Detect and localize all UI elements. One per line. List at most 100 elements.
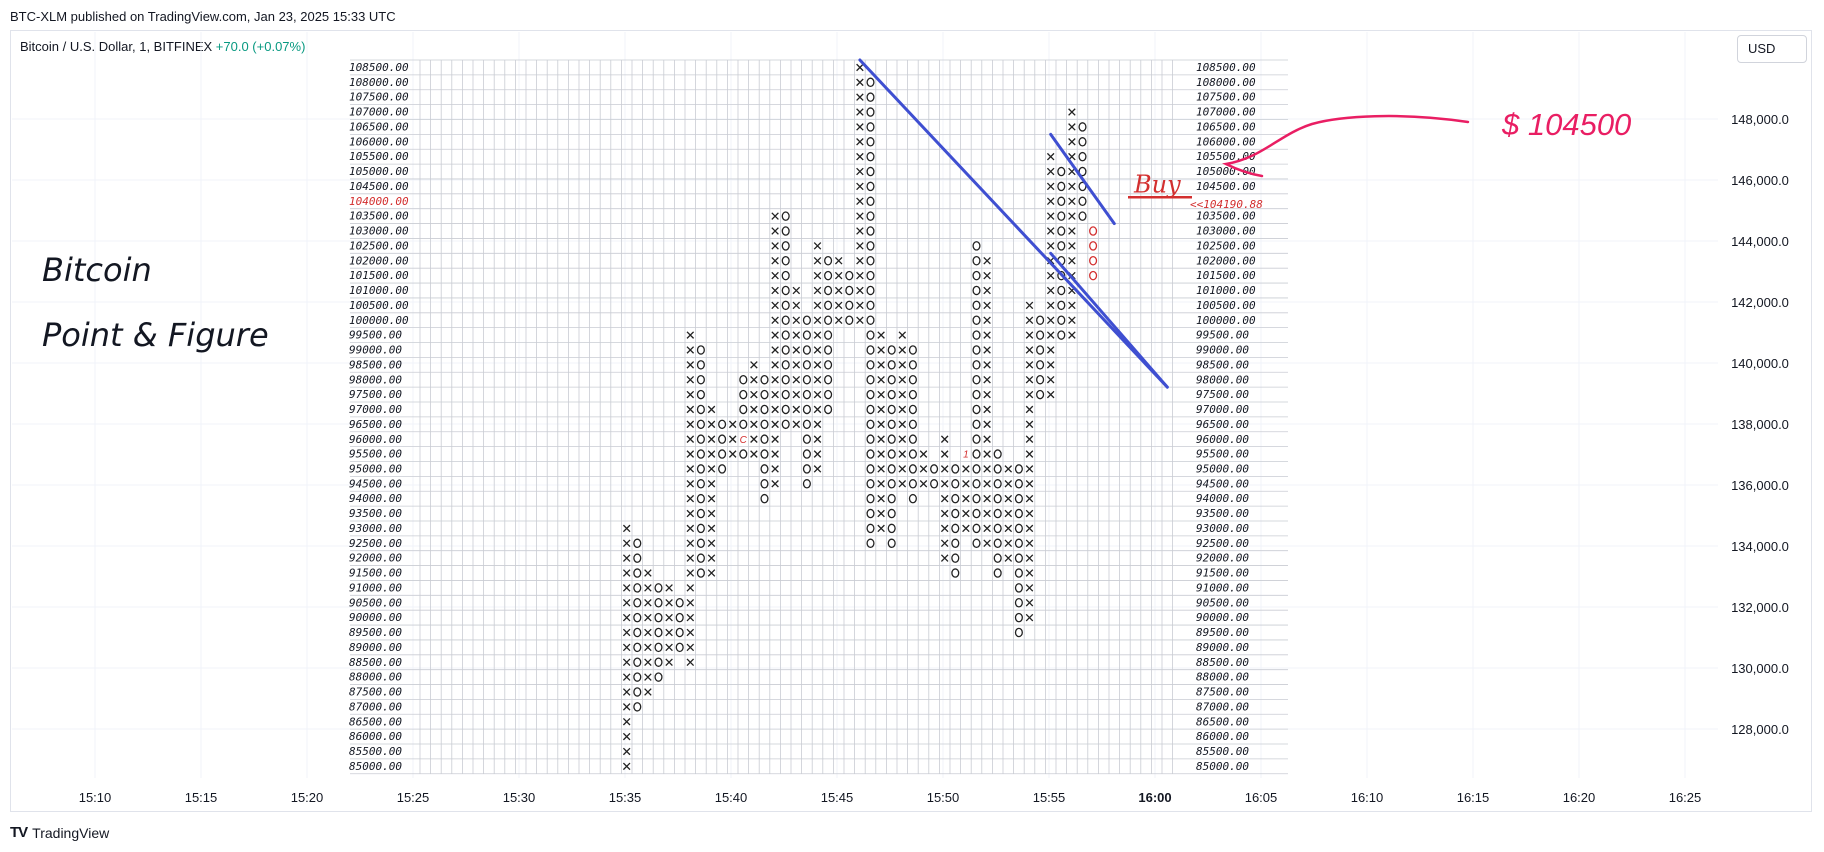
x-box: [771, 480, 779, 488]
box-label-left: 86000.00: [349, 730, 402, 743]
o-box: [760, 434, 769, 444]
o-box: [993, 493, 1002, 504]
x-box: [771, 361, 779, 369]
x-box: [940, 554, 949, 562]
time-tick: 15:15: [185, 790, 218, 805]
o-box: [802, 479, 811, 489]
box-label-right: 86500.00: [1196, 715, 1249, 728]
o-box: [972, 419, 981, 430]
o-box: [845, 285, 854, 296]
x-box: [856, 63, 864, 72]
o-box: [824, 404, 833, 415]
o-box: [739, 374, 748, 385]
o-box: [866, 270, 875, 281]
time-tick: 15:35: [609, 790, 642, 805]
x-box: [983, 316, 991, 324]
x-box: [962, 480, 970, 488]
o-box: [972, 315, 981, 325]
x-box: [898, 375, 907, 384]
x-box: [622, 554, 631, 562]
box-label-left: 85000.00: [349, 760, 402, 773]
time-tick: 16:15: [1457, 790, 1490, 805]
o-box: [972, 241, 981, 251]
o-box: [802, 345, 811, 355]
x-box: [792, 331, 801, 339]
x-box: [686, 346, 695, 354]
price-tick: 144,000.0: [1731, 234, 1789, 249]
o-box: [887, 360, 896, 370]
x-box: [771, 346, 779, 354]
x-box: [1025, 465, 1034, 473]
box-label-right: 94000.00: [1196, 492, 1249, 505]
x-box: [771, 242, 779, 250]
x-box: [813, 405, 822, 414]
x-box: [686, 598, 695, 607]
x-box: [940, 524, 949, 533]
x-box: [750, 390, 758, 399]
x-box: [686, 331, 695, 339]
price-tick: 134,000.0: [1731, 539, 1789, 554]
o-box: [866, 345, 875, 355]
x-box: [856, 256, 864, 265]
x-box: [1046, 227, 1055, 235]
box-label-left: 90000.00: [349, 611, 402, 624]
tradingview-brand[interactable]: TV TradingView: [10, 824, 109, 841]
x-box: [771, 227, 779, 235]
o-box: [633, 568, 642, 578]
x-box: [813, 435, 822, 443]
box-label-right: 96000.00: [1196, 433, 1249, 446]
o-box: [951, 508, 960, 519]
o-box: [845, 270, 854, 281]
x-box: [1046, 301, 1055, 310]
o-box: [908, 419, 917, 430]
x-box: [686, 435, 695, 443]
x-box: [856, 197, 864, 206]
x-box: [707, 569, 716, 577]
o-box: [887, 493, 896, 504]
o-box: [993, 523, 1002, 534]
box-label-left: 97500.00: [349, 388, 402, 401]
x-box: [856, 78, 864, 87]
o-box: [696, 449, 705, 459]
box-label-right: 98000.00: [1196, 373, 1249, 386]
o-box: [633, 702, 642, 712]
o-box: [802, 404, 811, 415]
o-box: [718, 449, 727, 459]
box-label-left: 86500.00: [349, 715, 402, 728]
time-tick: 15:10: [79, 790, 112, 805]
trendline[interactable]: [1049, 132, 1116, 226]
currency-button[interactable]: USD: [1737, 35, 1807, 63]
o-box: [696, 568, 705, 578]
x-box: [940, 539, 949, 548]
price-tick: 140,000.0: [1731, 356, 1789, 371]
o-box: [1078, 196, 1087, 207]
box-label-left: 107500.00: [349, 91, 409, 104]
x-box: [707, 435, 716, 443]
o-box: [696, 523, 705, 534]
symbol-legend[interactable]: Bitcoin / U.S. Dollar, 1, BITFINEX +70.0…: [20, 39, 305, 54]
box-label-right: 93000.00: [1196, 522, 1249, 535]
x-box: [898, 390, 907, 399]
o-box: [781, 374, 790, 385]
o-box: [1057, 285, 1066, 296]
x-box: [898, 450, 907, 458]
o-box: [739, 419, 748, 430]
o-box: [1078, 181, 1087, 192]
trendline[interactable]: [858, 58, 1169, 389]
o-box: [1057, 270, 1066, 281]
x-box: [877, 450, 885, 458]
x-box: [877, 494, 885, 503]
x-box: [771, 450, 779, 458]
o-box: [802, 464, 811, 474]
o-box: [1057, 315, 1066, 325]
x-box: [1046, 286, 1055, 295]
trendline[interactable]: [1049, 251, 1169, 389]
o-box: [908, 374, 917, 385]
price-tick: 136,000.0: [1731, 478, 1789, 493]
x-box: [1025, 554, 1034, 562]
column-marker: 1: [963, 450, 969, 461]
box-label-left: 100000.00: [349, 314, 409, 327]
x-box: [707, 554, 716, 562]
x-box: [983, 539, 991, 548]
